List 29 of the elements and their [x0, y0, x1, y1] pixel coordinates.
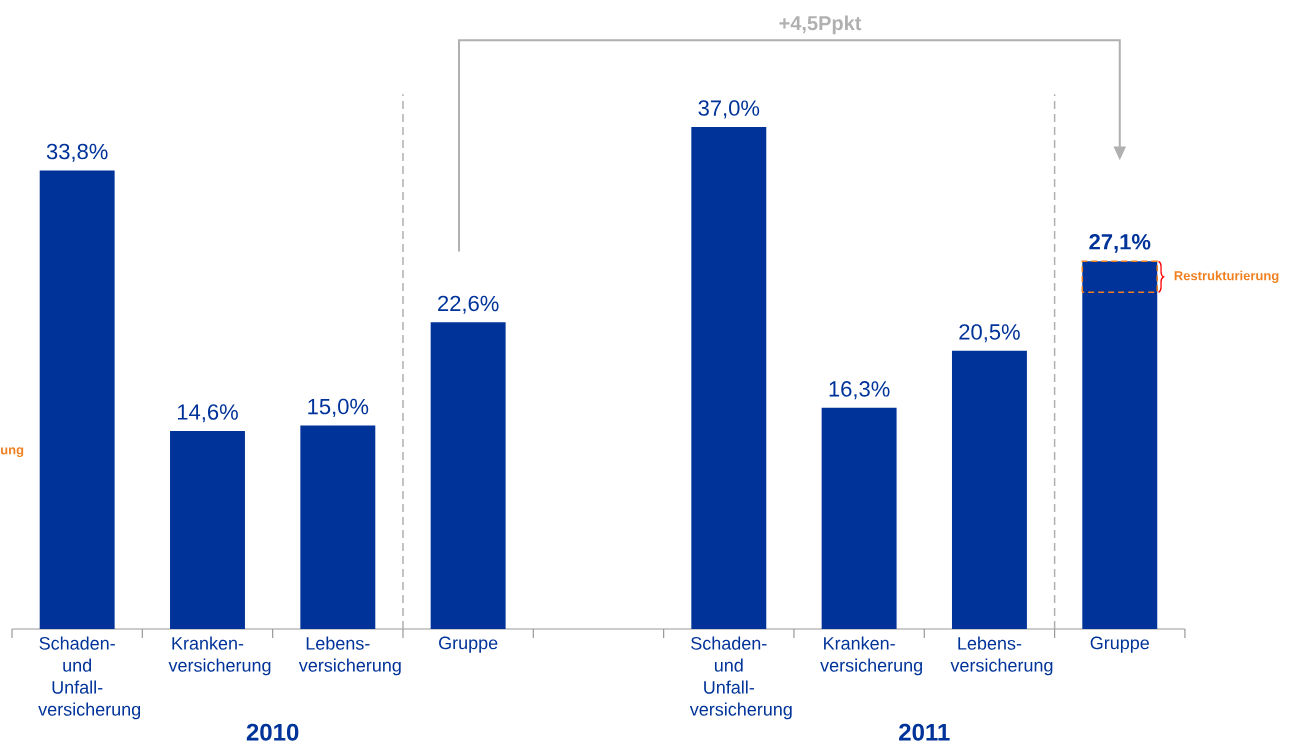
data-label: 27,1% — [1089, 234, 1151, 253]
x-tick-label: Schaden- und Unfall-versicherung — [689, 636, 792, 720]
x-tick-label: Gruppe — [1090, 636, 1149, 653]
data-label: 33,8% — [46, 143, 108, 162]
data-label: 15,0% — [308, 398, 369, 417]
bar — [430, 322, 506, 629]
text: 2011 — [899, 723, 950, 741]
text: 2010 — [246, 723, 299, 741]
bar — [1082, 261, 1158, 629]
bar — [691, 126, 767, 629]
annotation: ung — [1, 447, 24, 458]
x-tick-label: Kranken-versicherung — [820, 636, 922, 676]
bar — [951, 350, 1027, 629]
data-label: 20,5% — [959, 324, 1020, 343]
x-tick-label: Gruppe — [439, 636, 498, 653]
bar — [39, 170, 115, 629]
data-label: 37,0% — [698, 100, 760, 119]
text: +4,5Ppkt — [779, 15, 862, 35]
x-tick-label: Kranken-versicherung — [168, 636, 271, 676]
bar — [300, 425, 376, 629]
data-label: 22,6% — [438, 295, 499, 314]
bar — [821, 407, 897, 629]
data-label: 14,6% — [177, 404, 238, 423]
x-tick-label: Schaden- und Unfall-versicherung — [38, 636, 141, 720]
data-label: 16,3% — [829, 381, 890, 400]
bar — [170, 430, 245, 629]
x-tick-label: Lebens-versicherung — [298, 636, 401, 676]
annotation: Restrukturierung — [1174, 270, 1279, 283]
x-tick-label: Lebens-versicherung — [950, 636, 1053, 676]
